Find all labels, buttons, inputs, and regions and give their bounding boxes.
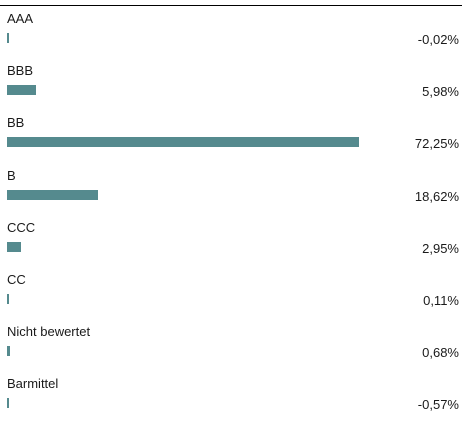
bar-row: Barmittel -0,57% <box>0 376 462 428</box>
bar-row: AAA -0,02% <box>0 11 462 63</box>
bar <box>7 189 98 200</box>
category-label: BB <box>7 115 25 131</box>
value-label: -0,57% <box>417 397 459 413</box>
bar <box>7 85 37 96</box>
bar-row: CC 0,11% <box>0 272 462 324</box>
category-label: BBB <box>7 63 34 79</box>
top-divider <box>0 5 462 6</box>
value-label: 5,98% <box>422 84 459 100</box>
bar-row: Nicht bewertet 0,68% <box>0 324 462 376</box>
bar <box>7 294 9 304</box>
value-label: 0,11% <box>423 293 459 308</box>
bar-row: BBB 5,98% <box>0 63 462 115</box>
bar-row: B 18,62% <box>0 168 462 220</box>
bar <box>7 241 22 252</box>
bar-row: CCC 2,95% <box>0 220 462 272</box>
value-label: 18,62% <box>414 188 459 204</box>
value-label: -0,02% <box>417 32 459 47</box>
category-label: B <box>7 167 16 183</box>
value-label: 72,25% <box>414 136 459 152</box>
category-label: Barmittel <box>7 376 59 392</box>
value-label: 0,68% <box>422 345 459 361</box>
value-label: 2,95% <box>422 240 459 256</box>
bar <box>7 33 9 43</box>
bar <box>7 346 11 357</box>
category-label: Nicht bewertet <box>7 324 91 340</box>
bar-row: BB 72,25% <box>0 115 462 167</box>
rating-distribution-chart: AAA -0,02% BBB 5,98% BB 72,25% B 18,62% CCC 2,95%… <box>0 11 462 412</box>
bar <box>7 398 9 409</box>
category-label: CC <box>7 272 26 287</box>
bar <box>7 137 359 148</box>
category-label: CCC <box>7 219 36 235</box>
category-label: AAA <box>7 11 34 26</box>
